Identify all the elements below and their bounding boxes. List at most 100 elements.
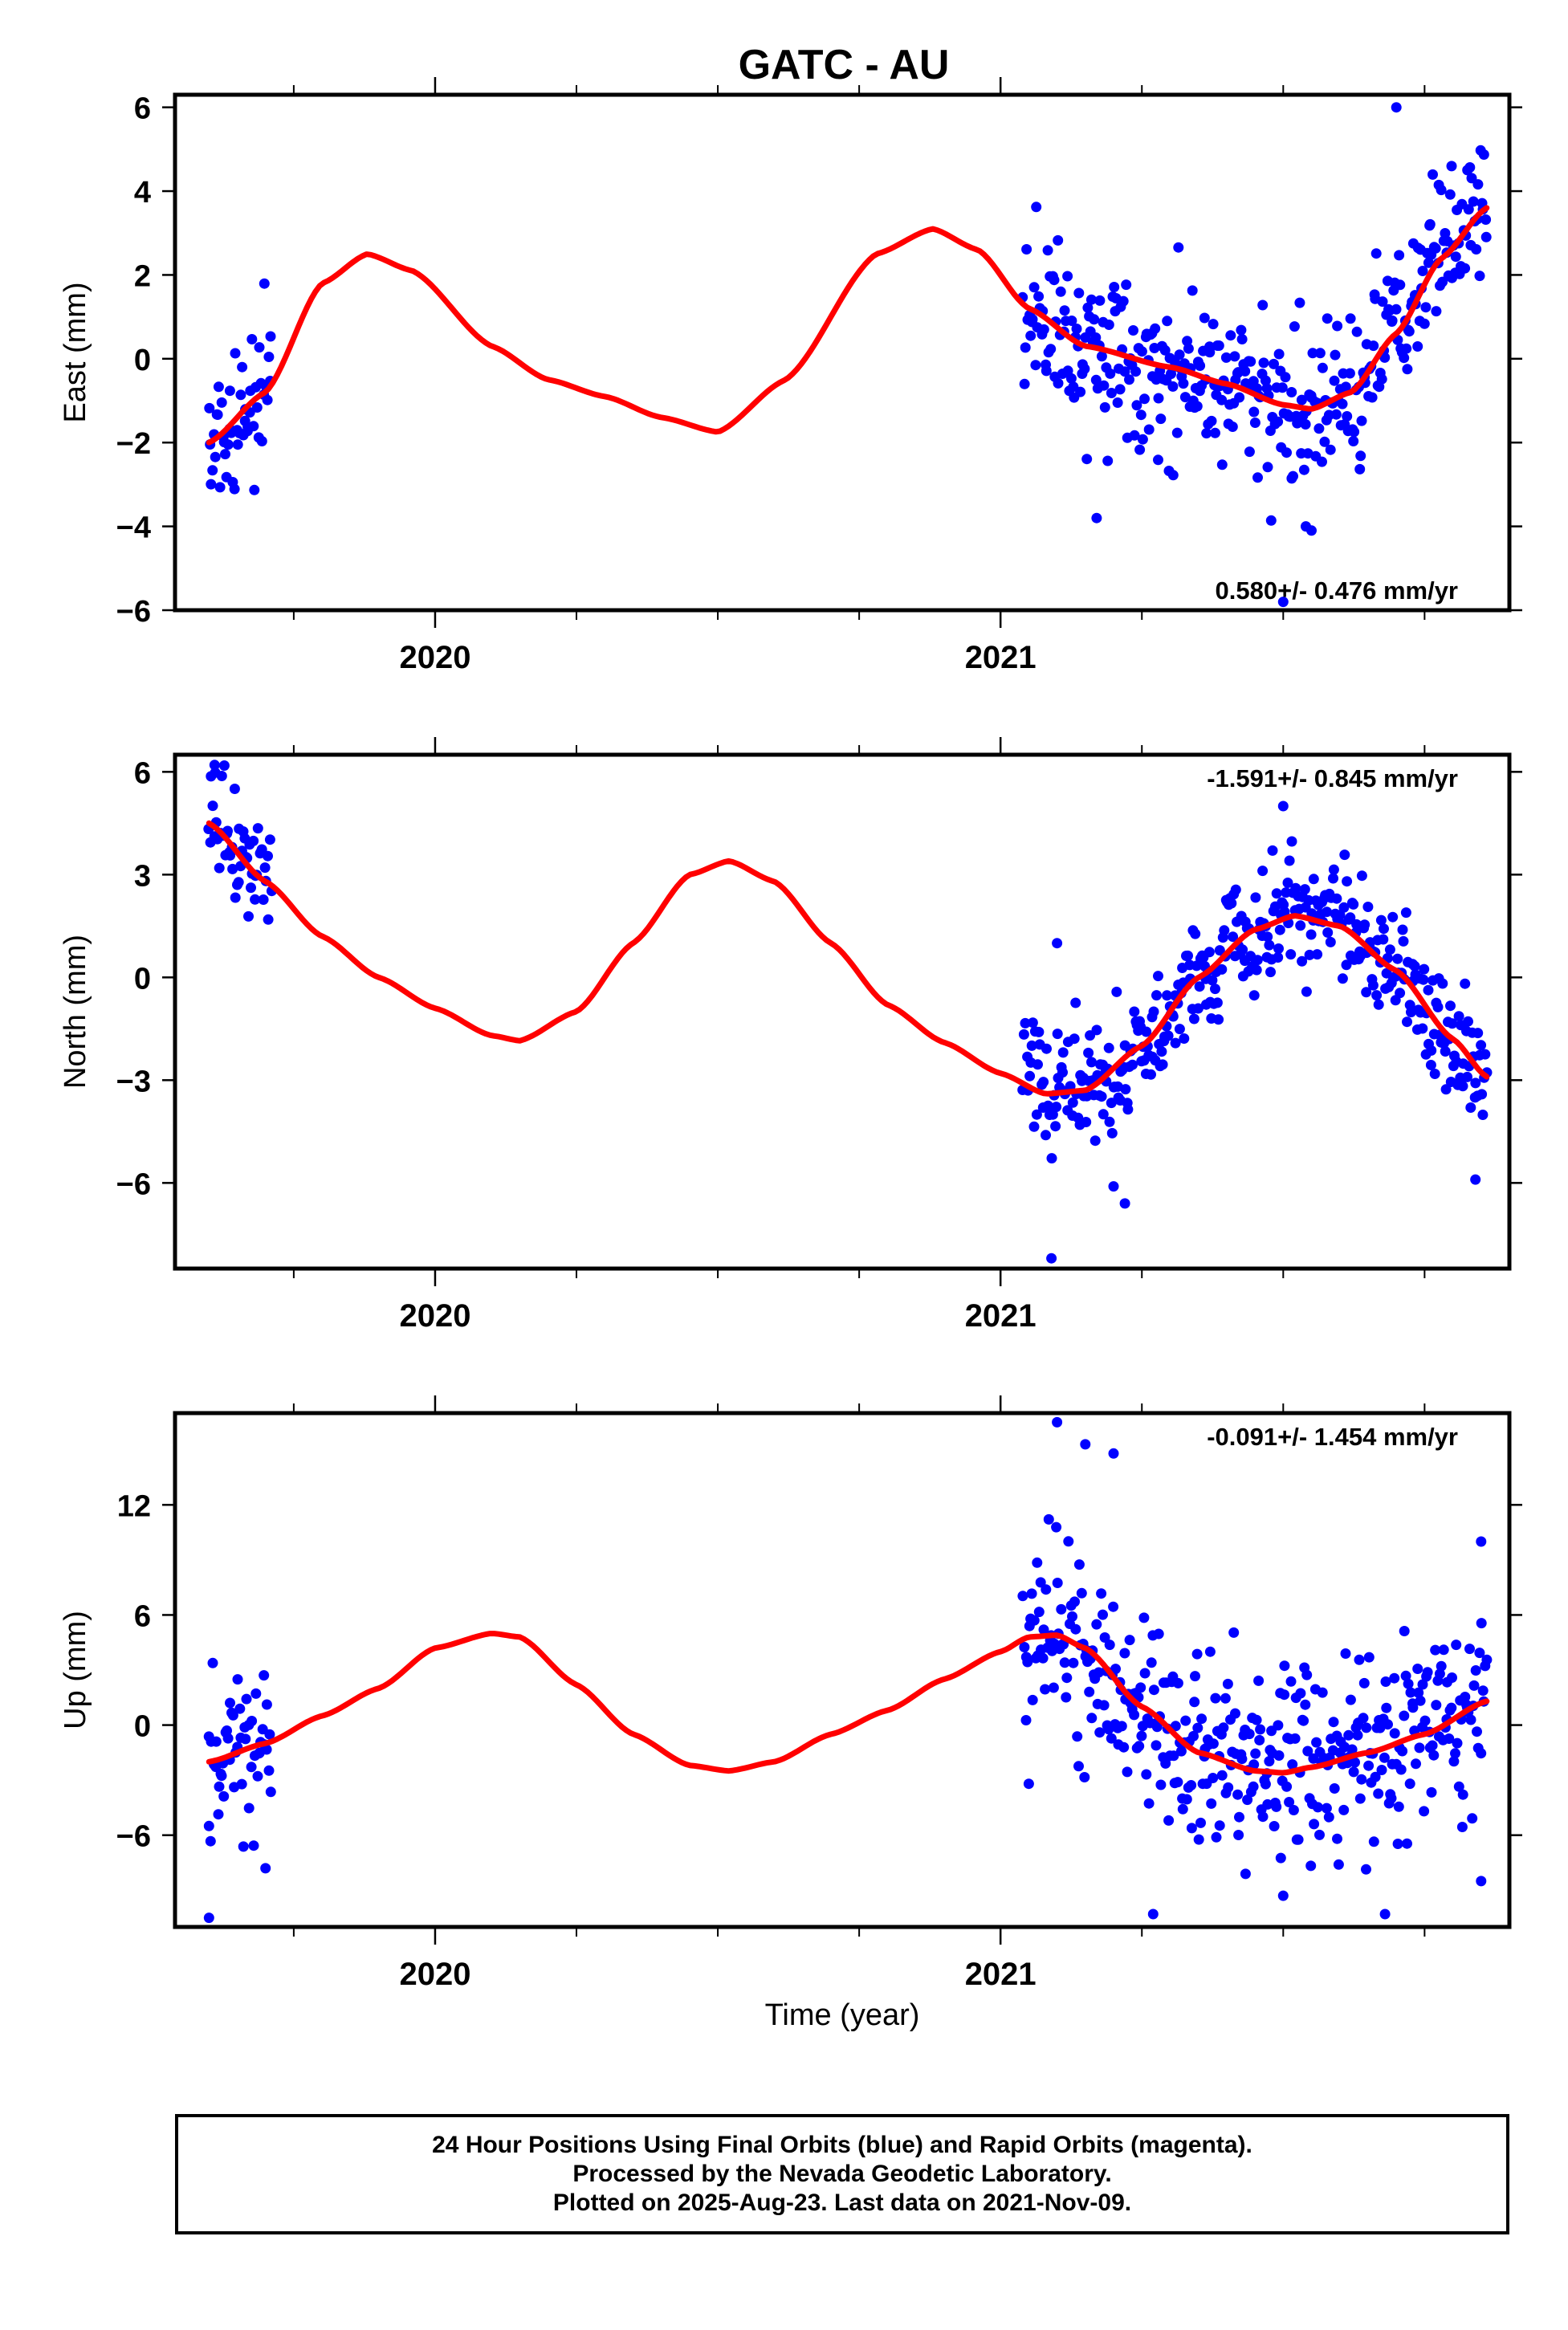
data-point [232, 439, 243, 450]
y-tick-label: 6 [134, 756, 151, 790]
data-point [1028, 1121, 1040, 1132]
x-tick-label: 2020 [399, 1957, 470, 1992]
data-point [1212, 997, 1223, 1008]
data-point [222, 1733, 234, 1744]
data-point [225, 1697, 235, 1709]
data-point [1308, 874, 1319, 885]
data-point [1285, 1676, 1297, 1687]
data-point [1206, 415, 1217, 426]
data-point [1354, 1793, 1366, 1804]
data-point [220, 449, 230, 460]
data-point [1391, 303, 1402, 315]
data-point [218, 760, 230, 771]
data-point [1371, 990, 1383, 1001]
data-point [1363, 1760, 1375, 1771]
data-point [1020, 1715, 1032, 1725]
data-point [1361, 1722, 1372, 1733]
data-point [1387, 315, 1398, 326]
data-point [1155, 413, 1167, 425]
data-point [1288, 1805, 1299, 1815]
data-point [1068, 1657, 1079, 1668]
data-point [1412, 341, 1423, 352]
data-point [261, 1699, 272, 1710]
data-point [1026, 1040, 1037, 1051]
data-point [1171, 427, 1183, 438]
data-point [1191, 401, 1203, 412]
data-point [1151, 1740, 1162, 1751]
data-point [1028, 1615, 1040, 1626]
data-point [1417, 266, 1428, 276]
data-point [1285, 949, 1297, 960]
data-point [1102, 455, 1114, 466]
data-point [1045, 344, 1057, 355]
data-point [1250, 1748, 1261, 1759]
data-point [1166, 369, 1176, 380]
data-point [1370, 248, 1382, 259]
data-point [1377, 296, 1388, 308]
data-point [248, 1840, 259, 1851]
data-point [1480, 214, 1492, 225]
data-point [1351, 326, 1362, 337]
data-point [1301, 1669, 1313, 1680]
data-point [1313, 423, 1325, 434]
data-point [1431, 1700, 1442, 1711]
data-point [1419, 1715, 1431, 1726]
data-point [1330, 349, 1341, 360]
data-point [1401, 343, 1412, 354]
data-point [1309, 1819, 1320, 1830]
data-point [1109, 282, 1120, 292]
data-point [1248, 406, 1260, 418]
data-point [1223, 1782, 1234, 1793]
y-tick-label: −4 [116, 511, 151, 545]
plot-frame [173, 1411, 1512, 1929]
data-point [1307, 348, 1318, 359]
data-point [1325, 936, 1336, 947]
data-point [1274, 924, 1285, 935]
data-point [1104, 1116, 1115, 1127]
data-point [1225, 330, 1236, 341]
data-point [1451, 1640, 1462, 1651]
data-point [1227, 422, 1238, 432]
data-point [1420, 302, 1432, 313]
data-point [1020, 1017, 1031, 1029]
data-point [1143, 1798, 1155, 1809]
data-point [1163, 1030, 1174, 1041]
data-point [1301, 986, 1312, 997]
data-point [1395, 1764, 1407, 1775]
data-point [1423, 984, 1434, 996]
data-point [1151, 990, 1162, 1001]
data-point [1103, 1042, 1114, 1053]
data-point [1342, 876, 1353, 887]
data-point [1478, 149, 1489, 160]
data-point [263, 850, 273, 862]
data-point [1376, 1765, 1387, 1775]
data-point [1069, 1033, 1080, 1045]
data-point [264, 834, 275, 845]
data-point [1317, 362, 1328, 373]
data-point [1057, 1047, 1069, 1058]
data-point [1027, 314, 1038, 325]
data-point [1208, 1738, 1219, 1750]
data-point [1354, 1654, 1365, 1665]
data-point [1124, 1635, 1135, 1646]
data-point [224, 385, 235, 397]
data-point [1031, 202, 1042, 213]
data-point [1108, 1601, 1119, 1612]
data-point [1219, 925, 1230, 936]
data-point [1273, 348, 1285, 360]
plot-frame [173, 92, 1512, 613]
data-point [1387, 911, 1399, 923]
data-point [1368, 1836, 1379, 1847]
data-point [1121, 279, 1132, 291]
y-axis-label: North (mm) [59, 935, 92, 1089]
data-point [1226, 898, 1237, 909]
data-point [1332, 1833, 1342, 1844]
data-point [1022, 1656, 1033, 1668]
data-point [1192, 1722, 1203, 1733]
data-point [1028, 282, 1040, 293]
data-point [1229, 351, 1240, 362]
data-point [1447, 1672, 1457, 1683]
data-point [1325, 444, 1336, 455]
data-point [1249, 418, 1261, 428]
data-point [1091, 1024, 1102, 1036]
